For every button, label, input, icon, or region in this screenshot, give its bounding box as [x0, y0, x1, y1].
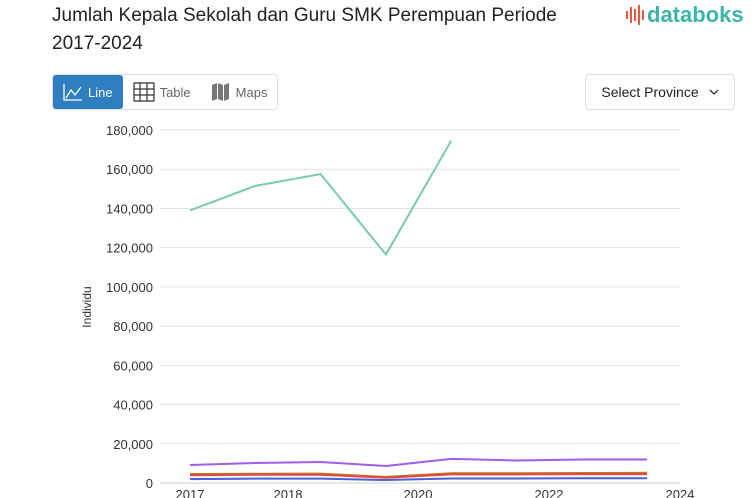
x-tick-label: 2017 — [176, 487, 205, 498]
table-icon — [132, 82, 155, 102]
chart-title: Jumlah Kepala Sekolah dan Guru SMK Perem… — [52, 5, 557, 54]
y-tick-label: 160,000 — [106, 162, 153, 177]
databoks-logo: databoks — [626, 2, 744, 28]
x-tick-label: 2022 — [535, 487, 564, 498]
tab-label: Table — [159, 84, 191, 100]
y-tick-label: 40,000 — [113, 398, 153, 413]
y-tick-label: 120,000 — [106, 241, 153, 256]
map-icon — [211, 83, 229, 101]
tab-line[interactable]: Line — [53, 75, 123, 109]
tab-label: Line — [88, 84, 113, 100]
select-label: Select Province — [601, 84, 699, 100]
tab-table[interactable]: Table — [123, 75, 201, 109]
y-tick-label: 180,000 — [106, 123, 153, 138]
x-tick-label: 2024 — [666, 487, 695, 498]
series-line-0 — [189, 140, 453, 257]
series-line-3 — [189, 473, 648, 479]
province-select[interactable]: Select Province — [585, 74, 735, 110]
chevron-down-icon — [709, 89, 719, 95]
line-chart-icon — [63, 84, 82, 101]
y-tick-label: 20,000 — [113, 437, 153, 452]
logo-text: databoks — [647, 2, 744, 27]
tab-label: Maps — [235, 84, 268, 100]
series-line-1 — [189, 457, 648, 467]
x-tick-label: 2020 — [404, 487, 433, 498]
tab-maps[interactable]: Maps — [201, 75, 278, 109]
y-tick-label: 80,000 — [113, 319, 153, 334]
x-tick-label: 2018 — [274, 487, 303, 498]
y-tick-label: 140,000 — [106, 201, 153, 216]
logo-bars-icon — [626, 5, 644, 25]
y-tick-label: 100,000 — [106, 280, 153, 295]
y-tick-label: 0 — [146, 476, 153, 491]
view-tabs: Line Table Maps — [52, 74, 279, 110]
series-line-4 — [189, 477, 648, 482]
y-tick-label: 60,000 — [113, 358, 153, 373]
y-axis-label: Individu — [80, 286, 94, 327]
